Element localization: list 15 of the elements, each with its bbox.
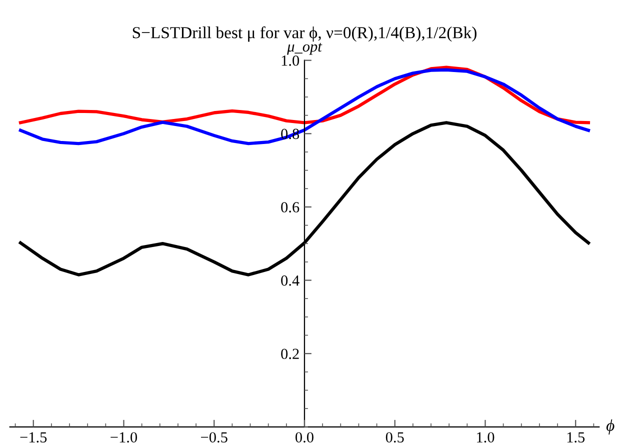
x-tick-label: −0.5	[201, 432, 228, 443]
x-tick-label: −1.5	[20, 432, 47, 443]
x-tick-label: 0.5	[386, 432, 404, 443]
x-tick-label: 1.0	[477, 432, 494, 443]
x-tick-label: 1.5	[567, 432, 585, 443]
y-tick-label: 0.2	[281, 348, 299, 360]
x-tick-label: 0.0	[296, 432, 314, 443]
x-tick-label: −1.0	[110, 432, 138, 443]
line-series	[18, 68, 590, 146]
y-tick-label: 1.0	[282, 55, 300, 66]
y-tick-label: 0.4	[281, 275, 300, 286]
y-axis-title: μ_opt	[287, 42, 322, 55]
chart-title: S−LSTDrill best μ for var ϕ, ν=0(R),1/4(B),1/2(Bk)	[132, 26, 476, 42]
y-tick-label: 0.6	[281, 202, 300, 212]
x-axis-title: ϕ	[606, 419, 614, 434]
